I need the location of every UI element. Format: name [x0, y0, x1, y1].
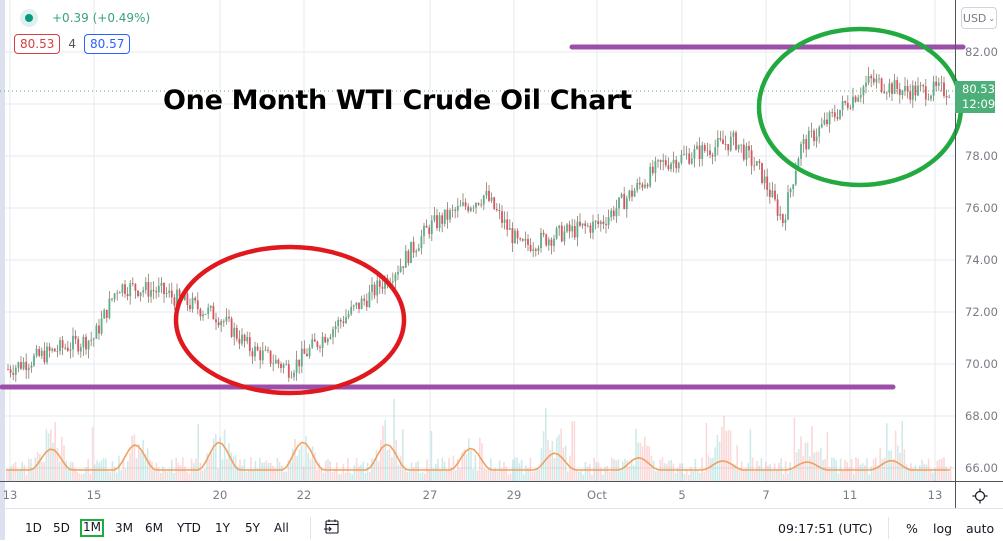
- log-scale-toggle[interactable]: log: [933, 521, 953, 536]
- currency-label: USD: [962, 11, 987, 25]
- price-axis-label: 68.00: [965, 409, 998, 423]
- price-axis-label: 74.00: [965, 253, 998, 267]
- range-button-ytd[interactable]: YTD: [177, 521, 201, 535]
- chart-grid: [5, 0, 955, 481]
- time-axis[interactable]: 13 15 20 22 27 29 Oct 5 7 11 13: [0, 481, 955, 509]
- utc-clock[interactable]: 09:17:51 (UTC): [778, 521, 873, 536]
- volume-histogram: [6, 398, 952, 481]
- chart-settings-button[interactable]: [955, 481, 1003, 509]
- candlesticks: [7, 67, 951, 382]
- price-axis[interactable]: 82.00 78.00 76.00 74.00 72.00 70.00 68.00 66.00: [955, 0, 1003, 481]
- price-change: +0.39 (+0.49%): [52, 11, 151, 25]
- range-button-5d[interactable]: 5D: [53, 521, 70, 535]
- left-edge-strip: [0, 0, 5, 540]
- toolbar-divider: [888, 517, 889, 539]
- last-price-tag: 80.53 12:09: [955, 81, 995, 113]
- toolbar-divider: [310, 517, 311, 539]
- time-axis-label: 5: [678, 488, 686, 502]
- buy-price-button[interactable]: 80.57: [84, 34, 131, 54]
- range-button-1y[interactable]: 1Y: [215, 521, 230, 535]
- percent-scale-toggle[interactable]: %: [906, 521, 918, 536]
- range-button-1d[interactable]: 1D: [25, 521, 42, 535]
- currency-selector[interactable]: USD ⌄: [961, 7, 997, 29]
- time-axis-label: 20: [212, 488, 228, 502]
- time-axis-label: 7: [762, 488, 770, 502]
- range-button-3m[interactable]: 3M: [115, 521, 133, 535]
- red-ellipse-annotation: [173, 244, 407, 396]
- market-status-icon: [20, 9, 38, 27]
- volume-moving-average: [6, 441, 950, 471]
- symbol-legend: +0.39 (+0.49%) 80.53 4 80.57: [14, 8, 150, 54]
- last-price-value: 80.53: [962, 82, 995, 96]
- price-axis-label: 78.00: [965, 149, 998, 163]
- time-axis-label: 29: [506, 488, 522, 502]
- time-axis-label: 15: [86, 488, 102, 502]
- bar-countdown: 12:09: [962, 97, 996, 111]
- gear-icon: [972, 488, 988, 503]
- price-axis-label: 66.00: [965, 461, 998, 475]
- sell-price-button[interactable]: 80.53: [14, 34, 61, 54]
- spread-value: 4: [68, 37, 76, 51]
- date-range-icon[interactable]: [323, 518, 341, 536]
- time-axis-label: 13: [927, 488, 943, 502]
- time-axis-label: 11: [842, 488, 858, 502]
- price-axis-label: 76.00: [965, 201, 998, 215]
- price-axis-label: 72.00: [965, 305, 998, 319]
- range-button-1m[interactable]: 1M: [80, 519, 104, 537]
- time-axis-label: 22: [296, 488, 312, 502]
- bottom-toolbar: 09:17:51 (UTC) % log auto 1D 5D 1M 3M 6M YTD 1…: [0, 508, 1003, 541]
- chart-annotation-title: One Month WTI Crude Oil Chart: [163, 85, 632, 116]
- range-button-all[interactable]: All: [274, 521, 289, 535]
- auto-scale-toggle[interactable]: auto: [966, 521, 995, 536]
- time-axis-label: 13: [2, 488, 18, 502]
- range-button-6m[interactable]: 6M: [145, 521, 163, 535]
- range-button-5y[interactable]: 5Y: [245, 521, 260, 535]
- time-axis-label: 27: [422, 488, 438, 502]
- price-axis-label: 82.00: [965, 45, 998, 59]
- chevron-down-icon: ⌄: [988, 13, 996, 23]
- time-axis-label: Oct: [587, 488, 607, 502]
- price-axis-label: 70.00: [965, 357, 998, 371]
